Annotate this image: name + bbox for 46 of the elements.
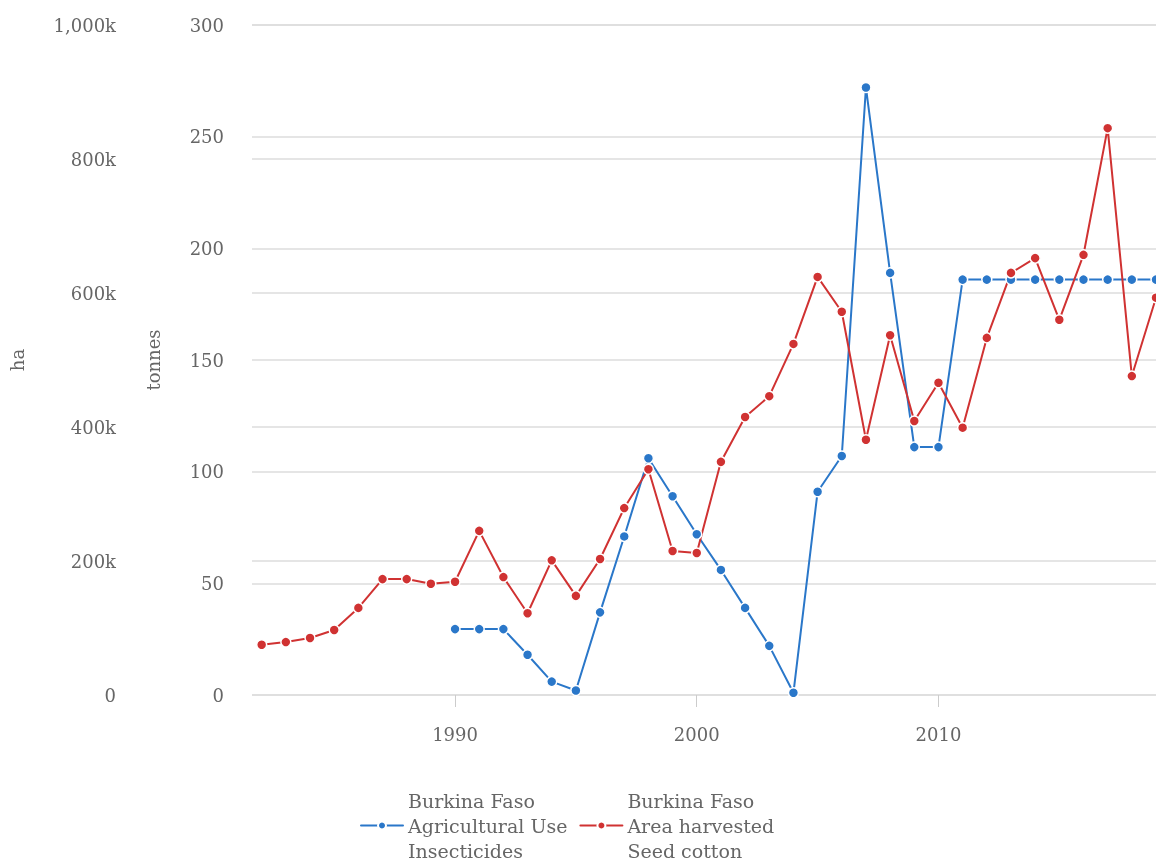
y2-axis-title: tonnes	[142, 329, 164, 391]
y-tick-label: 0	[104, 684, 116, 706]
y-tick-label: 200k	[70, 550, 118, 572]
point	[763, 390, 776, 402]
point	[497, 623, 510, 635]
point	[570, 684, 582, 697]
legend-label: Burkina Faso Agricultural Use Insecticides	[407, 789, 568, 862]
y2-tick-label: 250	[189, 126, 224, 148]
point	[932, 441, 945, 453]
point	[594, 606, 606, 619]
point	[545, 675, 558, 688]
point	[666, 545, 679, 557]
point	[449, 623, 461, 635]
point	[570, 590, 582, 602]
y2-tick-label: 0	[212, 684, 224, 706]
point	[400, 573, 413, 585]
point	[1005, 267, 1017, 279]
point	[280, 636, 292, 648]
y2-tick-label: 100	[189, 461, 224, 483]
y2-tick-label: 300	[189, 14, 224, 36]
point	[739, 411, 751, 423]
y-axis-title: ha	[6, 348, 28, 372]
point	[691, 528, 703, 540]
y2-tick-label: 200	[189, 237, 224, 259]
y2-tick-label: 50	[201, 572, 224, 594]
y-tick-label: 800k	[70, 148, 118, 170]
point	[304, 632, 316, 644]
point	[328, 624, 340, 636]
point	[715, 564, 727, 576]
point	[715, 456, 727, 468]
y-tick-label: 400k	[70, 416, 118, 438]
point	[376, 573, 389, 585]
point	[594, 553, 606, 565]
x-tick-label: 2010	[915, 723, 962, 745]
point	[473, 623, 485, 635]
point	[739, 602, 751, 614]
y-tick-label: 1,000k	[53, 14, 118, 36]
x-tick-label: 2000	[673, 723, 720, 745]
point	[666, 490, 679, 502]
y2-tick-label: 150	[189, 349, 224, 371]
y-tick-label: 600k	[70, 282, 118, 304]
point	[1029, 252, 1041, 264]
point	[884, 267, 896, 279]
legend-label: Burkina Faso Area harvested Seed cotton	[626, 789, 775, 862]
x-tick-label: 1990	[432, 723, 478, 745]
point	[642, 463, 655, 475]
